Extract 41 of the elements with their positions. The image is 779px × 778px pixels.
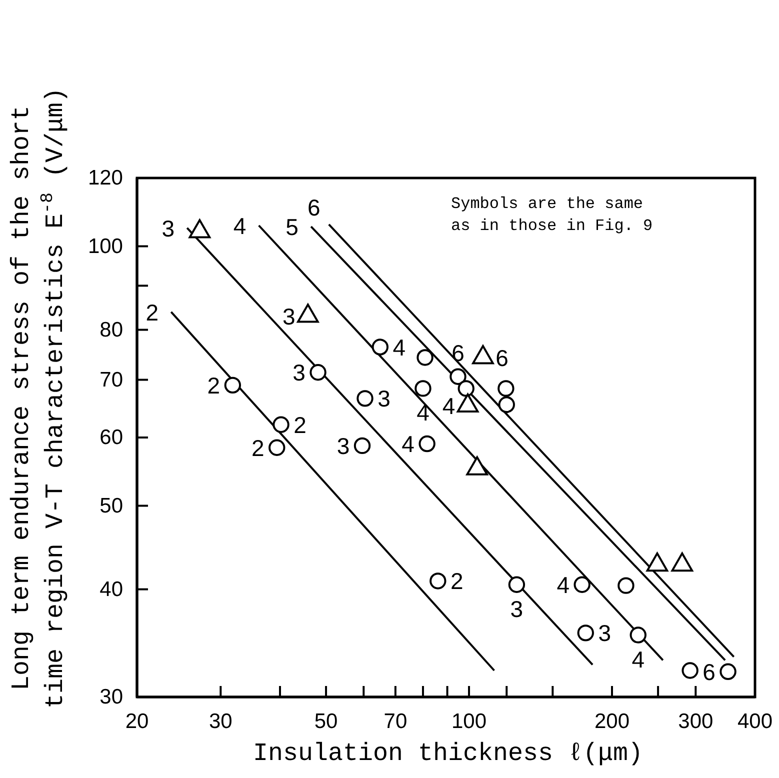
annotation: 4 bbox=[416, 400, 430, 426]
x-tick-label: 100 bbox=[451, 710, 487, 733]
annotation: 4 bbox=[402, 431, 415, 458]
y-tick-label: 100 bbox=[88, 234, 123, 258]
x-tick-label: 20 bbox=[125, 710, 149, 733]
y-tick-label: 60 bbox=[100, 426, 123, 450]
y-tick-label: 120 bbox=[88, 166, 123, 190]
annotation: 2 bbox=[450, 568, 464, 594]
y-tick-label: 70 bbox=[100, 368, 123, 392]
annotation: 6 bbox=[307, 194, 320, 221]
annotation: 4 bbox=[442, 393, 456, 420]
annotation: 6 bbox=[702, 658, 716, 685]
annotation: Symbols are the same as in those in Fig. 9 bbox=[451, 195, 653, 235]
annotation: 3 bbox=[282, 303, 296, 330]
annotation: 3 bbox=[510, 596, 524, 622]
y-tick-label: 30 bbox=[100, 686, 123, 709]
x-tick-label: 50 bbox=[314, 710, 338, 733]
annotation: 3 bbox=[378, 386, 390, 412]
annotation: 4 bbox=[556, 572, 570, 598]
annotation: 4 bbox=[632, 646, 645, 672]
annotation: 3 bbox=[336, 432, 350, 459]
annotation: 4 bbox=[392, 334, 406, 360]
annotation: 2 bbox=[251, 434, 264, 461]
annotation: 3 bbox=[292, 360, 306, 386]
x-axis-title: Insulation thickness ℓ(μm) bbox=[252, 739, 644, 768]
y-tick-label: 80 bbox=[100, 318, 123, 342]
x-tick-label: 400 bbox=[737, 710, 773, 733]
annotation: 6 bbox=[496, 344, 508, 371]
annotation: 2 bbox=[207, 372, 220, 398]
annotation: 2 bbox=[146, 299, 159, 326]
annotation: 5 bbox=[286, 214, 298, 240]
annotation: 2 bbox=[294, 412, 306, 438]
x-tick-label: 70 bbox=[384, 710, 408, 733]
x-tick-label: 300 bbox=[678, 710, 714, 733]
x-tick-label: 200 bbox=[594, 710, 630, 733]
annotation: 3 bbox=[598, 620, 612, 646]
y-tick-label: 40 bbox=[100, 578, 123, 602]
y-tick-label: 50 bbox=[100, 494, 123, 518]
annotation: 4 bbox=[233, 212, 246, 239]
x-tick-label: 30 bbox=[208, 710, 232, 733]
annotation: 3 bbox=[162, 215, 175, 242]
